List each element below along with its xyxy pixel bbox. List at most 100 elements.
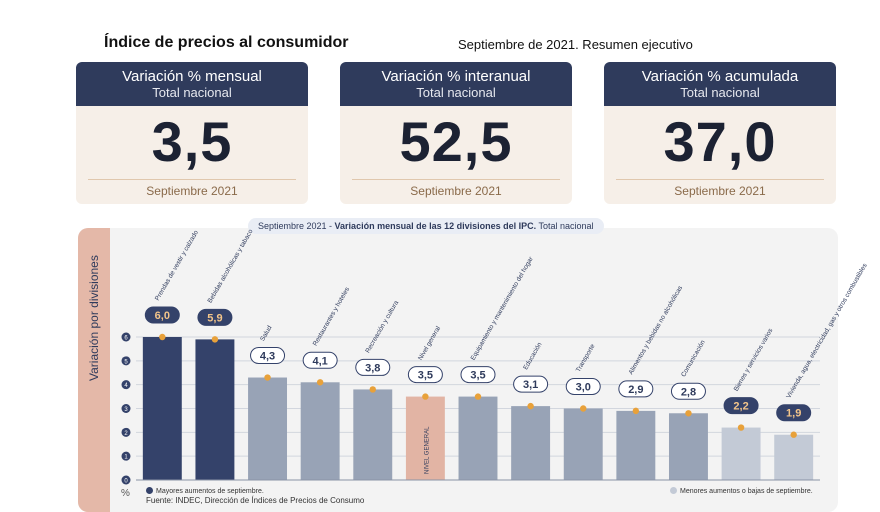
bar-marker <box>737 424 745 431</box>
data-label: 6,0 <box>155 310 170 322</box>
bar-marker <box>632 407 640 415</box>
bar <box>405 396 445 480</box>
value-pill <box>407 366 443 384</box>
data-label: 3,5 <box>418 370 433 382</box>
y-tick-label: 1 <box>124 455 128 461</box>
bar-marker <box>211 336 219 343</box>
bar-marker <box>264 374 271 381</box>
legend-dot-icon <box>670 487 677 494</box>
value-pill <box>302 351 338 369</box>
y-tick-label: 5 <box>124 359 128 365</box>
chart-title-bold: Variación mensual de las 12 divisiones d… <box>334 221 537 231</box>
card-value: 3,5 <box>151 110 233 173</box>
bar <box>511 406 551 480</box>
page-subtitle: Septiembre de 2021. Resumen ejecutivo <box>458 37 693 52</box>
y-tick-label: 2 <box>124 431 128 437</box>
category-label: Alimentos y bebidas no alcohólicas <box>628 284 685 376</box>
legend-top: Mayores aumentos de septiembre. <box>146 487 264 495</box>
card-label: Variación % interanual <box>381 68 531 85</box>
category-label: Educación <box>522 341 543 371</box>
y-tick-marker <box>121 475 131 485</box>
y-tick-label: 3 <box>124 407 128 413</box>
y-tick-label: 0 <box>124 479 128 485</box>
card-header: Variación % mensual Total nacional <box>76 62 308 106</box>
value-pill <box>776 404 812 422</box>
value-pill <box>513 375 549 393</box>
value-pill <box>197 308 233 326</box>
card-body: 52,5 Septiembre 2021 <box>340 106 572 204</box>
source-note: Fuente: INDEC, Dirección de Índices de P… <box>146 496 365 505</box>
card-label: Variación % acumulada <box>641 68 799 85</box>
card-value: 52,5 <box>399 110 513 173</box>
data-label: 1,9 <box>786 408 801 420</box>
card-label: Variación % mensual <box>122 68 262 85</box>
category-label: Vivienda, agua, electricidad, gas y otro… <box>785 262 869 400</box>
legend-low-label: Menores aumentos o bajas de septiembre. <box>680 488 813 495</box>
bar <box>195 339 235 480</box>
bar <box>142 337 182 480</box>
card-cumulative: Variación % acumulada Total nacional 37,… <box>604 62 836 204</box>
bar <box>300 382 340 480</box>
legend-dot-icon <box>146 487 153 494</box>
card-interannual: Variación % interanual Total nacional 52… <box>340 62 572 204</box>
data-label: 4,3 <box>260 351 275 363</box>
value-pill <box>723 397 759 415</box>
y-tick-marker <box>121 427 131 437</box>
bar-marker <box>316 379 324 386</box>
general-bar-label: NIVEL GENERAL <box>424 426 430 474</box>
category-label: Recreación y cultura <box>364 299 400 354</box>
card-date: Septiembre 2021 <box>146 184 238 198</box>
data-label: 2,8 <box>681 386 696 398</box>
value-pill <box>460 366 496 384</box>
card-date: Septiembre 2021 <box>410 184 502 198</box>
value-pill <box>565 378 601 395</box>
bar-marker <box>685 410 692 417</box>
value-pill <box>618 380 654 398</box>
category-label: Bebidas alcohólicas y tabaco <box>207 228 255 304</box>
card-header: Variación % acumulada Total nacional <box>604 62 836 106</box>
card-monthly: Variación % mensual Total nacional 3,5 S… <box>76 62 308 204</box>
category-label: Salud <box>259 324 274 342</box>
y-tick-marker <box>121 332 131 342</box>
bar-marker <box>369 386 376 393</box>
card-scope: Total nacional <box>152 85 232 100</box>
card-header: Variación % interanual Total nacional <box>340 62 572 106</box>
category-label: Equipamiento y mantenimiento del hogar <box>470 255 536 362</box>
y-unit-label: % <box>121 488 130 499</box>
card-date: Septiembre 2021 <box>674 184 766 198</box>
bar-marker <box>527 402 534 410</box>
data-label: 3,5 <box>470 370 485 382</box>
value-pill <box>670 382 706 400</box>
bar <box>668 413 708 480</box>
data-label: 3,1 <box>523 379 538 391</box>
bar-marker <box>580 405 587 412</box>
y-tick-label: 6 <box>124 336 128 342</box>
divider <box>88 179 296 180</box>
card-value: 37,0 <box>663 110 777 173</box>
card-body: 3,5 Septiembre 2021 <box>76 106 308 204</box>
value-pill <box>144 306 180 324</box>
bar-marker <box>422 393 429 400</box>
data-label: 3,8 <box>365 362 380 374</box>
card-body: 37,0 Septiembre 2021 <box>604 106 836 204</box>
y-tick-marker <box>121 451 131 461</box>
data-label: 5,9 <box>207 312 222 324</box>
value-pill <box>250 347 286 365</box>
card-scope: Total nacional <box>680 85 760 100</box>
data-label: 3,0 <box>576 382 591 394</box>
bar <box>248 377 288 480</box>
category-label: Transporte <box>575 343 597 374</box>
y-tick-marker <box>121 356 131 366</box>
ylabel-band <box>78 228 110 512</box>
legend-low: Menores aumentos o bajas de septiembre. <box>670 487 813 495</box>
value-pill <box>355 358 391 376</box>
data-label: 4,1 <box>313 355 328 367</box>
bar-marker <box>790 431 797 438</box>
bar <box>563 408 603 480</box>
chart-title-prefix: Septiembre 2021 - <box>258 221 335 231</box>
page-title: Índice de precios al consumidor <box>104 34 349 51</box>
category-label: Comunicación <box>680 339 707 379</box>
legend-top-label: Mayores aumentos de septiembre. <box>156 488 264 495</box>
bar <box>458 396 498 480</box>
